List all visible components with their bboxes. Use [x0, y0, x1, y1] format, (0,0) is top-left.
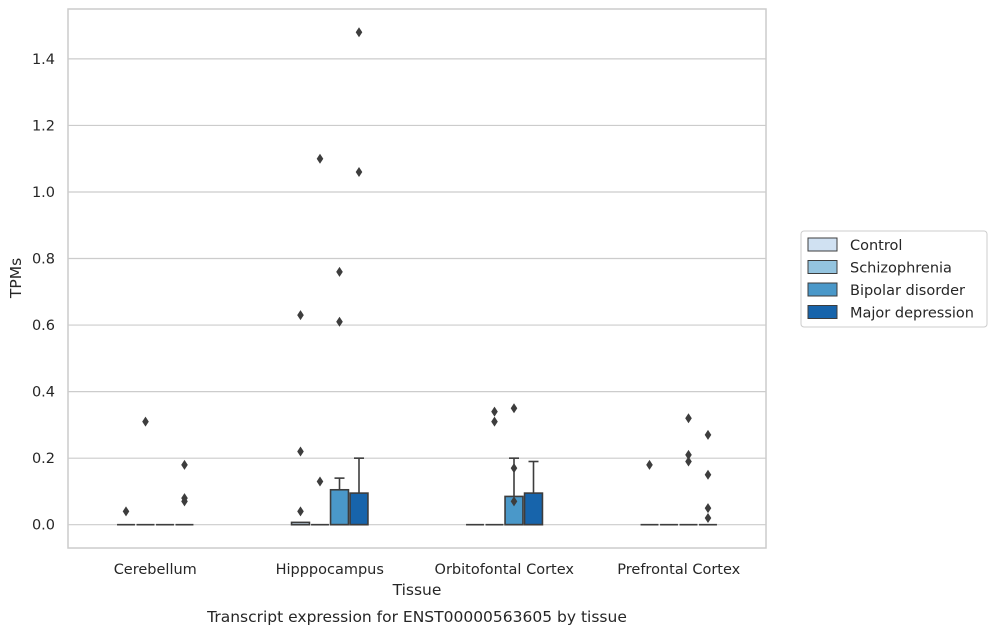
outlier-point	[122, 506, 130, 517]
box-1-2	[329, 266, 350, 526]
outlier-point	[316, 153, 324, 164]
outlier-point	[355, 27, 363, 38]
outlier-point	[704, 429, 712, 440]
box-body	[329, 488, 350, 526]
outlier-point	[510, 403, 518, 414]
outlier-point	[510, 463, 518, 474]
box-3-2	[679, 413, 698, 526]
y-tick-label: 1.2	[32, 118, 55, 134]
y-tick-label: 0.0	[32, 518, 55, 534]
outlier-point	[704, 513, 712, 524]
x-tick-label: Cerebellum	[114, 562, 197, 578]
legend-swatch	[807, 282, 838, 297]
box-groups	[117, 27, 717, 526]
outlier-point	[646, 459, 653, 470]
box-0-1	[136, 416, 155, 526]
outlier-point	[704, 469, 712, 480]
box-0-0	[117, 506, 135, 526]
outlier-point	[704, 503, 712, 514]
outlier-point	[355, 167, 363, 178]
x-tick-label: Hipppocampus	[276, 562, 384, 578]
chart-caption: Transcript expression for ENST0000056360…	[206, 608, 627, 626]
plot-frame	[67, 8, 767, 549]
box-body	[523, 492, 544, 526]
box-1-0	[290, 310, 311, 526]
box-0-3	[175, 459, 194, 526]
legend: Control Schizophrenia Bipolar disorder Majo…	[800, 230, 988, 328]
box-2-2	[504, 403, 524, 526]
outlier-point	[297, 446, 304, 457]
y-tick-label: 0.8	[32, 252, 55, 268]
outlier-point	[510, 496, 518, 507]
y-tick-label: 1.0	[32, 185, 55, 201]
x-axis-label: Tissue	[392, 581, 442, 599]
legend-label: Bipolar disorder	[850, 283, 965, 299]
outlier-point	[336, 316, 343, 327]
box-2-1	[485, 406, 504, 526]
legend-swatch	[807, 260, 838, 274]
legend-swatch	[807, 237, 838, 252]
outlier-point	[181, 459, 188, 470]
box-3-0	[640, 459, 659, 526]
y-tick-label: 1.4	[32, 52, 55, 68]
box-3-3	[699, 429, 717, 526]
y-tick-label: 0.6	[32, 318, 55, 334]
y-tick-labels: 0.0 0.2 0.4 0.6 0.8 1.0 1.2 1.4	[32, 52, 55, 534]
outlier-point	[142, 416, 149, 427]
x-tick-label: Prefrontal Cortex	[617, 562, 740, 578]
box-1-1	[311, 153, 329, 526]
outlier-point	[491, 416, 498, 427]
y-axis-label: TPMs	[7, 258, 25, 299]
outlier-point	[685, 449, 692, 460]
box-2-3	[523, 460, 544, 526]
outlier-point	[336, 266, 343, 277]
outlier-point	[316, 476, 324, 487]
x-tick-label: Orbitofontal Cortex	[435, 562, 575, 578]
y-tick-label: 0.4	[32, 385, 55, 401]
outlier-point	[685, 413, 692, 424]
x-tick-labels: Cerebellum Hipppocampus Orbitofontal Corte…	[114, 562, 741, 578]
outlier-point	[491, 406, 498, 417]
legend-label: Schizophrenia	[850, 261, 952, 277]
box-1-3	[349, 27, 369, 526]
y-tick-label: 0.2	[32, 451, 55, 467]
outlier-point	[297, 506, 304, 517]
outlier-point	[297, 310, 304, 321]
grid-lines	[68, 58, 766, 526]
legend-swatch	[807, 305, 838, 319]
legend-frame	[800, 230, 988, 328]
outlier-point	[181, 496, 188, 507]
legend-label: Major depression	[850, 306, 974, 322]
outlier-point	[685, 456, 692, 467]
legend-label: Control	[850, 238, 902, 254]
box-body	[349, 492, 369, 526]
